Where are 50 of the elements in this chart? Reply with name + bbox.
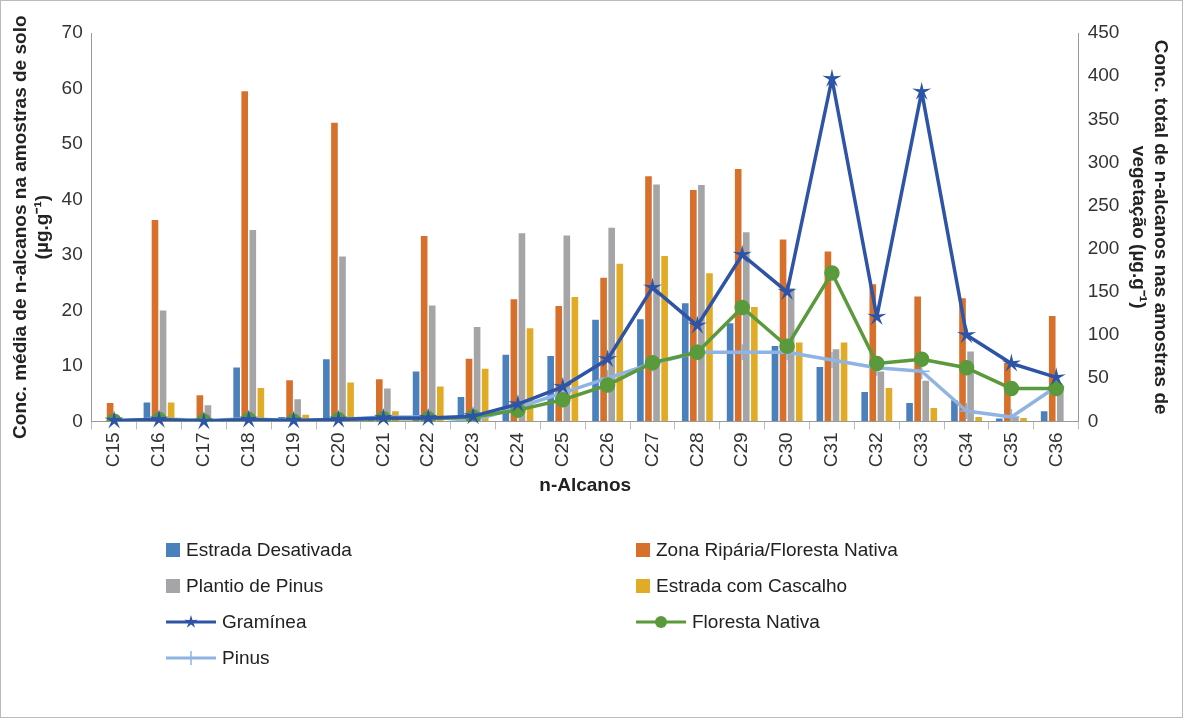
- x-tick-label: C26: [595, 432, 617, 468]
- y2-tick-label: 100: [1087, 323, 1120, 345]
- legend-label: Estrada Desativada: [186, 539, 352, 561]
- x-tick-label: C22: [416, 432, 438, 468]
- x-tick-label: C28: [685, 432, 707, 468]
- x-tick-label: C16: [147, 432, 169, 468]
- x-tick-label: C21: [371, 432, 393, 468]
- x-tick-label: C35: [999, 432, 1021, 468]
- x-tick-label: C30: [775, 432, 797, 468]
- y-tick-label: 30: [61, 243, 83, 265]
- y2-tick-label: 200: [1087, 236, 1120, 258]
- y-axis-title: Conc. média de n-alcanos na amostras de solo (µg.g⁻¹): [8, 15, 53, 439]
- x-tick-label: C34: [954, 431, 976, 468]
- y2-tick-label: 350: [1087, 107, 1120, 129]
- y2-tick-label: 300: [1087, 150, 1120, 172]
- y-tick-label: 0: [72, 409, 83, 431]
- y2-tick-label: 250: [1087, 193, 1120, 215]
- y-tick-label: 50: [61, 132, 83, 154]
- y2-tick-label: 0: [1087, 409, 1099, 431]
- legend-label: Gramínea: [222, 611, 307, 633]
- x-tick-label: C33: [909, 432, 931, 468]
- x-tick-label: C25: [551, 432, 573, 468]
- y2-tick-label: 450: [1087, 21, 1120, 43]
- x-tick-label: C24: [506, 431, 528, 468]
- x-tick-label: C19: [281, 432, 303, 468]
- y2-axis-title: Conc. total de n-alcanos nas amostras de vegetação (µg.g⁻¹): [1128, 39, 1173, 415]
- y2-tick-label: 150: [1087, 280, 1120, 302]
- y-tick-label: 60: [61, 76, 83, 98]
- x-tick-label: C36: [1044, 432, 1066, 468]
- legend-label: Zona Ripária/Floresta Nativa: [656, 539, 898, 561]
- y2-tick-label: 50: [1087, 366, 1109, 388]
- y2-tick-label: 400: [1087, 64, 1120, 86]
- legend-label: Floresta Nativa: [692, 611, 820, 633]
- y-tick-label: 10: [61, 354, 83, 376]
- x-axis-title: n-Alcanos: [539, 473, 632, 495]
- x-tick-label: C32: [865, 432, 887, 468]
- x-tick-label: C17: [192, 432, 214, 468]
- x-tick-label: C31: [820, 432, 842, 468]
- x-tick-label: C29: [730, 432, 752, 468]
- y-tick-label: 70: [61, 21, 83, 43]
- x-tick-label: C27: [640, 432, 662, 468]
- y-tick-label: 20: [61, 298, 83, 320]
- x-tick-label: C20: [326, 432, 348, 468]
- x-tick-label: C15: [102, 432, 124, 468]
- legend-label: Pinus: [222, 647, 270, 669]
- y-tick-label: 40: [61, 187, 83, 209]
- x-tick-label: C23: [461, 432, 483, 468]
- legend-label: Estrada com Cascalho: [656, 575, 848, 597]
- legend-label: Plantio de Pinus: [186, 575, 324, 597]
- x-tick-label: C18: [236, 432, 258, 468]
